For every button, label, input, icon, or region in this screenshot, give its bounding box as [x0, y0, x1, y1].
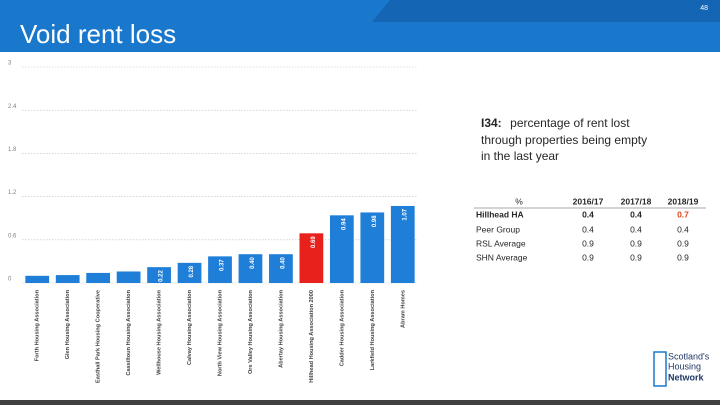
logo-icon — [653, 351, 667, 387]
bar — [269, 254, 293, 283]
note-line: in the last year — [481, 149, 559, 163]
value-label: 0.40 — [281, 257, 287, 269]
bar — [147, 267, 171, 283]
x-tick-label: Easthall Park Housing Cooperative — [96, 290, 102, 383]
y-tick-label: 2.4 — [8, 104, 17, 110]
x-tick-label: Ore Valley Housing Association — [248, 289, 254, 374]
logo-text: Network — [668, 372, 705, 382]
value-label: 0.37 — [220, 259, 226, 271]
value-label: 0.98 — [372, 215, 378, 227]
bar — [25, 275, 50, 283]
table-cell: Peer Group — [476, 224, 520, 234]
value-label: 0.69 — [311, 236, 317, 248]
x-tick-label: Larkfield Housing Association — [370, 289, 376, 370]
header-accent — [372, 0, 720, 22]
bar — [55, 275, 80, 283]
x-tick-label: Glen Housing Association — [65, 289, 71, 359]
bar — [329, 215, 354, 283]
logo-text: Scotland's — [668, 351, 710, 361]
title: Void rent loss — [20, 19, 176, 49]
value-label: 0.94 — [341, 218, 347, 230]
table-header: 2017/18 — [621, 196, 652, 206]
value-label: 0.28 — [189, 265, 195, 277]
table-cell: 0.4 — [582, 224, 594, 234]
bar — [360, 212, 385, 283]
footer-band — [0, 400, 720, 405]
bar — [238, 254, 263, 283]
y-tick-label: 1.2 — [8, 190, 17, 196]
x-tick-label: Forth Housing Association — [35, 289, 41, 361]
bar — [299, 233, 324, 283]
value-label: 1.07 — [402, 208, 408, 220]
x-tick-label: Abram Homes — [400, 290, 406, 328]
note-line: through properties being empty — [481, 133, 647, 147]
table-cell: 0.9 — [582, 238, 594, 248]
logo: Scotland's Housing Network — [653, 351, 710, 387]
table: % 2016/17 2017/18 2018/19 Hillhead HA 0.… — [474, 196, 706, 262]
x-tick-label: Cassiltoun Housing Association — [126, 289, 132, 375]
bar — [86, 272, 111, 283]
table-cell: 0.4 — [630, 209, 642, 219]
bar — [390, 205, 415, 283]
x-tick-label: Wellhouse Housing Association — [157, 289, 163, 374]
value-label: 0.22 — [159, 270, 165, 282]
table-cell: 0.9 — [630, 238, 642, 248]
table-cell: 0.9 — [677, 238, 689, 248]
value-label: 0.40 — [250, 257, 256, 269]
y-tick-label: 3 — [8, 61, 12, 67]
table-cell: SHN Average — [476, 252, 528, 262]
bar — [208, 256, 232, 283]
note-line: percentage of rent lost — [510, 116, 630, 130]
note-code: I34: — [481, 116, 502, 130]
table-cell: 0.4 — [630, 224, 642, 234]
note: I34: percentage of rent lost — [481, 115, 630, 132]
bar — [116, 271, 141, 283]
table-cell: 0.9 — [630, 252, 642, 262]
table-header: 2016/17 — [573, 196, 604, 206]
x-tick-label: Abertay Housing Association — [278, 289, 284, 367]
chart: 0 0.6 1.2 1.8 2.4 3 Forth Housing Association G… — [8, 61, 418, 383]
table-cell: 0.7 — [677, 209, 689, 219]
table-cell: 0.9 — [582, 252, 594, 262]
y-tick-label: 0.6 — [8, 233, 17, 239]
x-tick-label: Calvay Housing Association — [187, 289, 193, 365]
x-tick-label: Hillhead Housing Association 2000 — [309, 290, 315, 383]
table-cell: Hillhead HA — [476, 209, 524, 219]
y-tick-label: 0 — [8, 277, 12, 283]
page-number: 48 — [700, 5, 708, 12]
table-cell: 0.9 — [677, 252, 689, 262]
y-tick-label: 1.8 — [8, 147, 17, 153]
bar — [177, 262, 202, 283]
table-cell: 0.4 — [582, 209, 594, 219]
x-tick-label: North View Housing Association — [217, 289, 223, 376]
table-cell: 0.4 — [677, 224, 689, 234]
table-cell: RSL Average — [476, 238, 526, 248]
logo-text: Housing — [668, 361, 701, 371]
table-header: % — [515, 196, 523, 206]
x-tick-label: Cadder Housing Association — [339, 289, 345, 366]
table-header: 2018/19 — [668, 196, 699, 206]
